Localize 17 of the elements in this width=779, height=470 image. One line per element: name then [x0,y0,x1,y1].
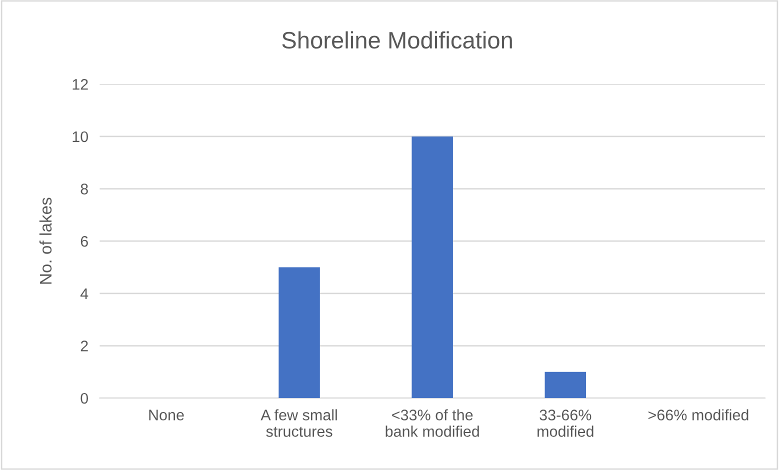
x-tick-label: A few small structures [260,409,337,437]
y-tick-label: 12 [72,79,88,90]
bar [278,267,320,398]
bar [412,136,453,398]
x-tick-label: >66% modified [648,409,748,420]
x-tick-label: <33% of the bank modified [386,409,479,437]
y-tick-label: 8 [80,184,88,194]
y-tick-label: 2 [80,340,88,352]
y-axis-title: No. of lakes [39,198,52,284]
y-tick-label: 0 [80,392,88,404]
y-tick-label: 10 [72,131,88,142]
y-tick-label: 6 [80,236,88,247]
x-tick-label: 33-66% modified [538,410,594,437]
x-tick-label: None [149,410,184,420]
y-tick-label: 4 [80,288,88,299]
bar [544,372,586,398]
chart-title: Shoreline Modification [282,31,512,49]
